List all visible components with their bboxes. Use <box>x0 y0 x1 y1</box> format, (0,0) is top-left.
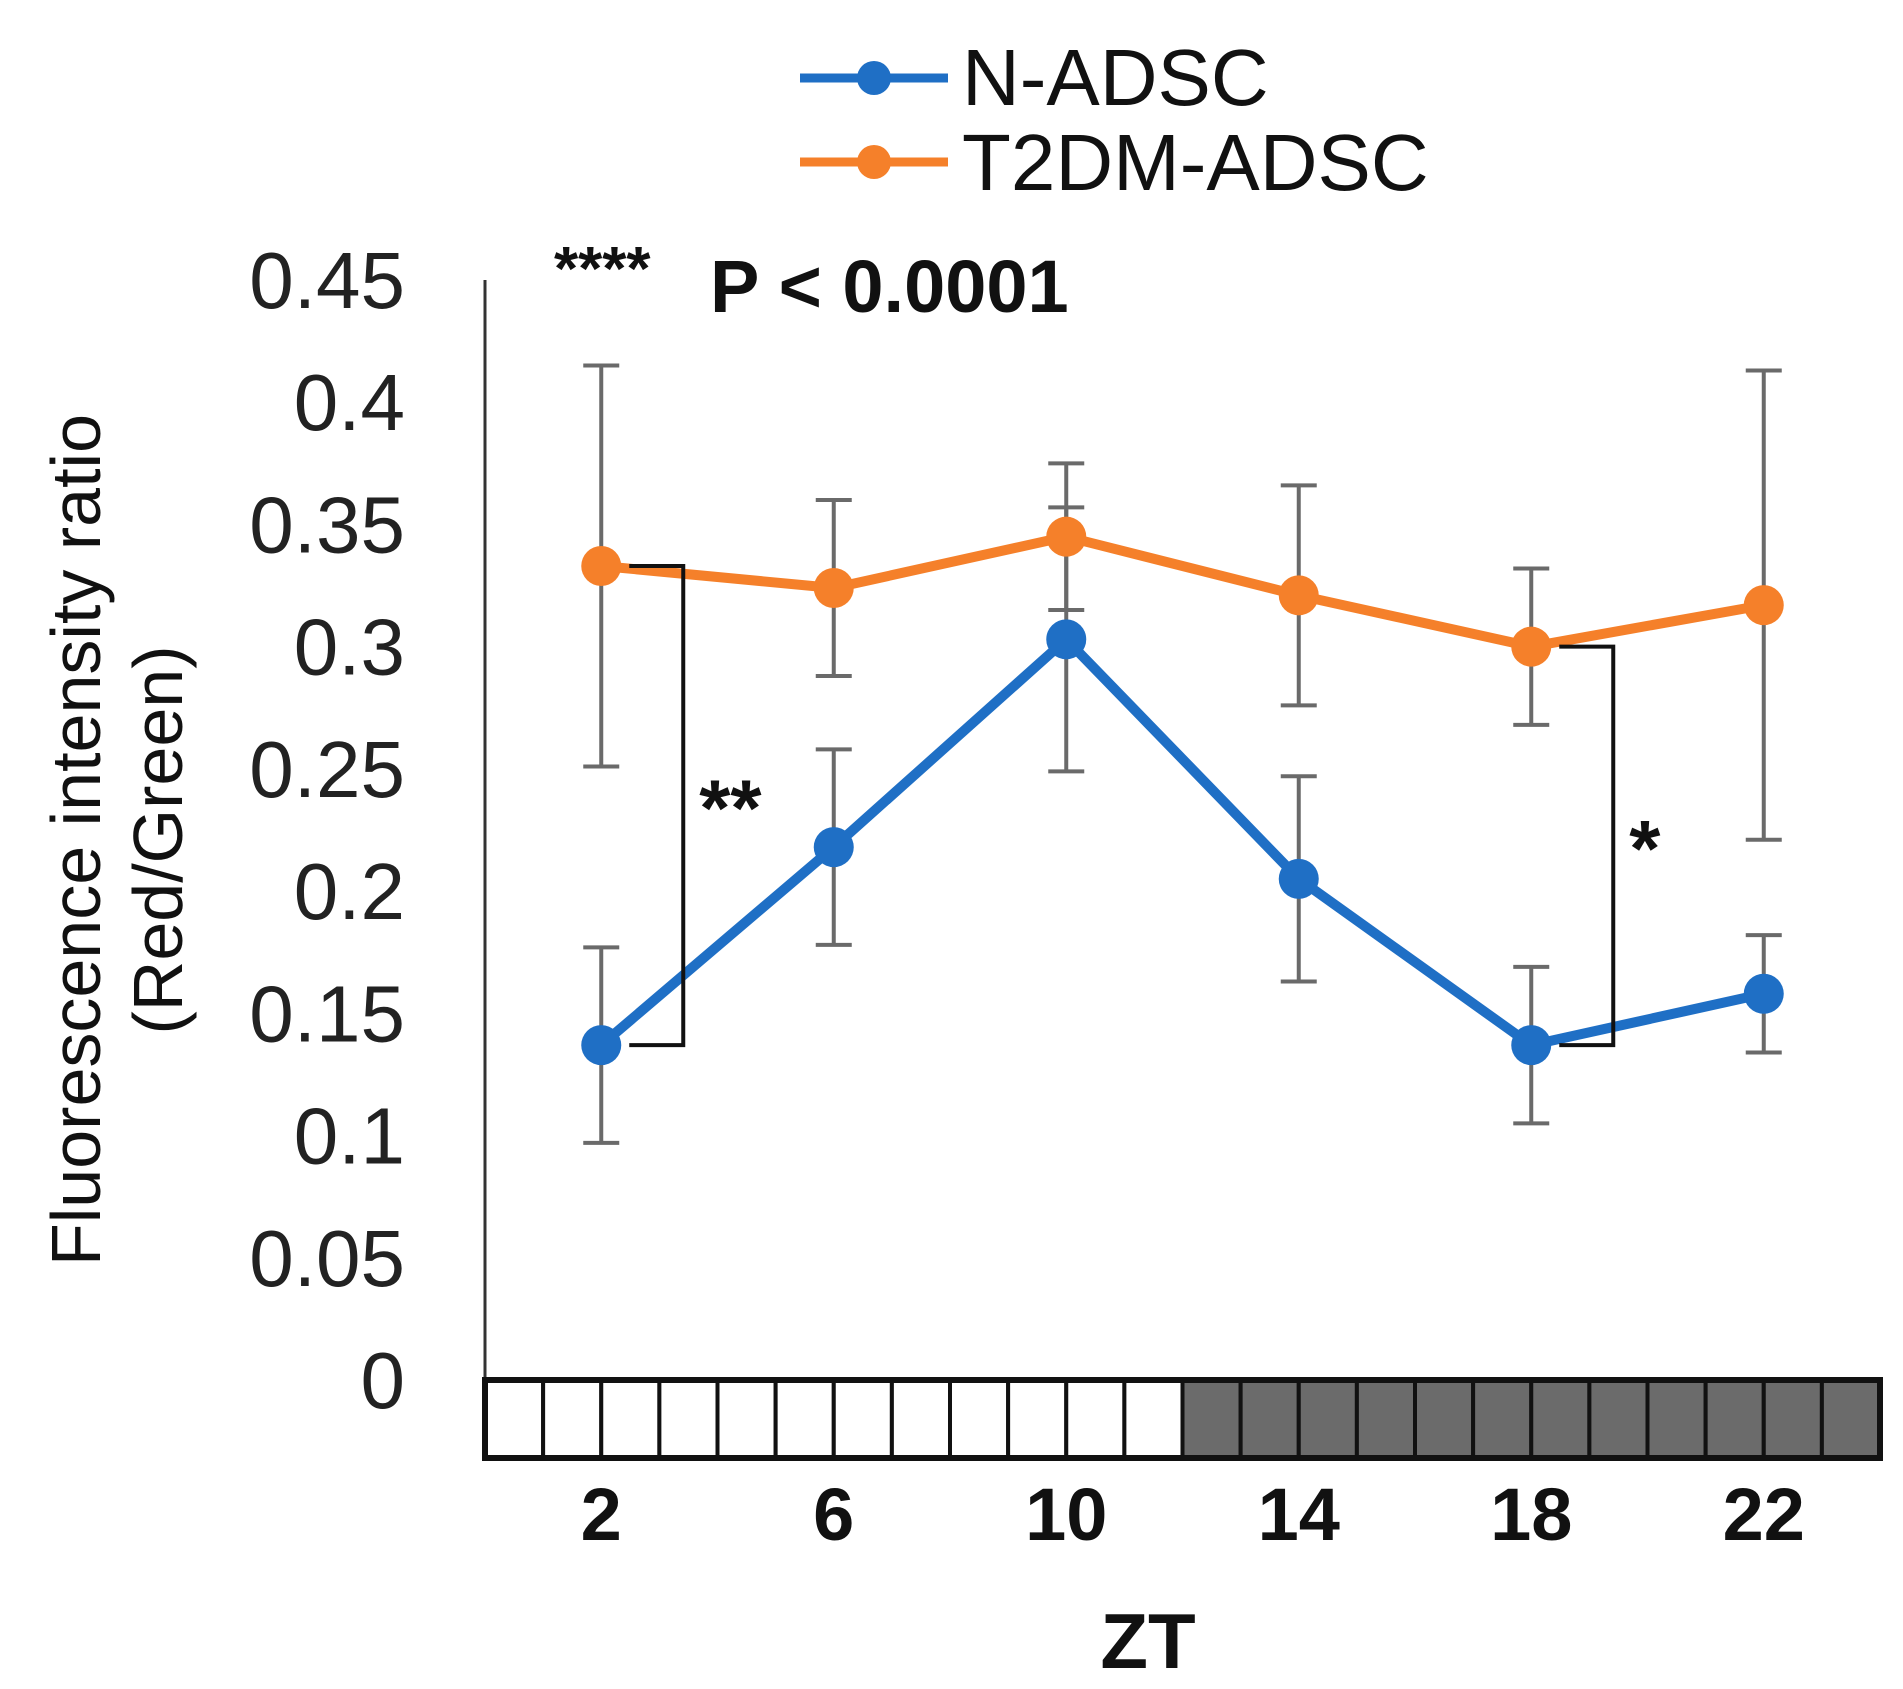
x-tick-label: 2 <box>581 1473 622 1556</box>
light-phase-cell <box>715 1378 778 1460</box>
x-axis-ticks: 2 6 10 14 18 22 <box>581 1473 1805 1556</box>
x-tick-label: 10 <box>1025 1473 1107 1556</box>
significance-bracket: ** <box>629 564 762 1048</box>
y-tick-label: 0 <box>361 1336 406 1425</box>
y-axis-title-line1: Fluorescence intensity ratio <box>37 414 115 1266</box>
y-tick-label: 0.05 <box>249 1214 405 1303</box>
light-phase-cell <box>1064 1378 1127 1460</box>
overall-p-value: P < 0.0001 <box>710 245 1069 328</box>
dark-phase-cell <box>1180 1378 1243 1460</box>
dark-phase-cell <box>1587 1378 1650 1460</box>
significance-bracket: * <box>1559 644 1661 1048</box>
light-phase-cell <box>831 1378 894 1460</box>
data-point-n-adsc <box>813 827 854 868</box>
dark-phase-cell <box>1296 1378 1359 1460</box>
light-phase-cell <box>1122 1378 1185 1460</box>
x-tick-label: 18 <box>1490 1473 1572 1556</box>
data-point-t2dm-adsc <box>813 568 854 608</box>
light-phase-cell <box>889 1378 952 1460</box>
dark-phase-cell <box>1529 1378 1592 1460</box>
data-point-t2dm-adsc <box>1278 575 1319 616</box>
light-phase-cell <box>657 1378 720 1460</box>
series-lines <box>598 531 1765 1051</box>
y-tick-label: 0.2 <box>294 847 405 936</box>
overall-significance-stars: **** <box>554 235 651 304</box>
data-point-n-adsc <box>1743 973 1784 1014</box>
legend: N-ADSC T2DM-ADSC <box>800 33 1429 207</box>
x-tick-label: 6 <box>813 1473 854 1556</box>
light-phase-cell <box>948 1378 1011 1460</box>
light-phase-cell <box>1006 1378 1069 1460</box>
significance-label: * <box>1629 804 1661 893</box>
legend-item-n-adsc: N-ADSC <box>800 33 1269 122</box>
significance-brackets: ** * <box>629 564 1661 1048</box>
y-axis-title: Fluorescence intensity ratio (Red/Green) <box>37 414 197 1266</box>
y-tick-label: 0.3 <box>294 603 405 692</box>
y-tick-label: 0.45 <box>249 236 405 325</box>
data-point-n-adsc <box>1278 858 1319 899</box>
dark-phase-cell <box>1703 1378 1766 1460</box>
dark-phase-cell <box>1471 1378 1534 1460</box>
y-tick-label: 0.4 <box>294 358 405 447</box>
light-phase-cell <box>541 1378 604 1460</box>
data-point-t2dm-adsc <box>581 546 622 586</box>
light-dark-bar-border <box>482 1377 1883 1461</box>
light-phase-cell <box>483 1378 546 1460</box>
y-tick-label: 0.15 <box>249 969 405 1058</box>
dark-phase-cell <box>1413 1378 1476 1460</box>
y-tick-label: 0.25 <box>249 725 405 814</box>
y-axis-ticks: 0 0.05 0.1 0.15 0.2 0.25 0.3 0.35 0.4 0.45 <box>249 236 405 1425</box>
dark-phase-cell <box>1761 1378 1824 1460</box>
legend-label-n-adsc: N-ADSC <box>962 33 1269 122</box>
legend-item-t2dm-adsc: T2DM-ADSC <box>800 118 1429 207</box>
data-point-n-adsc <box>1046 619 1087 660</box>
light-dark-bar <box>482 1377 1883 1461</box>
significance-label: ** <box>699 764 762 853</box>
data-point-n-adsc <box>581 1025 622 1066</box>
y-tick-label: 0.1 <box>294 1092 405 1181</box>
data-point-t2dm-adsc <box>1511 626 1552 667</box>
data-point-t2dm-adsc <box>1743 585 1784 626</box>
dark-phase-cell <box>1354 1378 1417 1460</box>
light-phase-cell <box>773 1378 836 1460</box>
y-axis-title-line2: (Red/Green) <box>119 645 197 1034</box>
light-phase-cell <box>599 1378 662 1460</box>
series-points <box>581 516 1784 1066</box>
dark-phase-cell <box>1238 1378 1301 1460</box>
x-tick-label: 14 <box>1258 1473 1340 1556</box>
x-tick-label: 22 <box>1723 1473 1805 1556</box>
data-point-t2dm-adsc <box>1046 516 1087 557</box>
y-tick-label: 0.35 <box>249 480 405 569</box>
data-point-n-adsc <box>1511 1025 1552 1066</box>
series-line-n-adsc <box>598 634 1765 1051</box>
dark-phase-cell <box>1819 1378 1882 1460</box>
x-axis-title: ZT <box>1100 1597 1195 1685</box>
legend-label-t2dm-adsc: T2DM-ADSC <box>962 118 1429 207</box>
series-line-t2dm-adsc <box>600 531 1765 652</box>
dark-phase-cell <box>1645 1378 1708 1460</box>
